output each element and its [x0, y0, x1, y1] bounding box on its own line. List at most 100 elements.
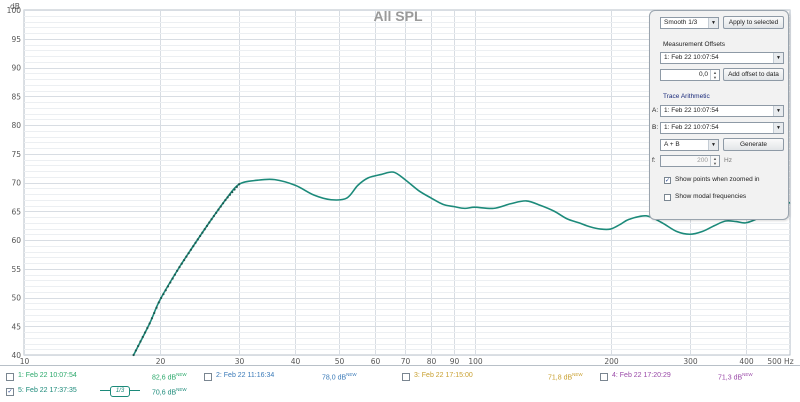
- chevron-down-icon[interactable]: ▼: [708, 140, 718, 150]
- legend-line-right: [130, 390, 140, 391]
- data-point: [189, 248, 193, 251]
- legend-item[interactable]: 2: Feb 22 11:16:34 78,0 dBNEW: [204, 371, 396, 385]
- data-point: [238, 183, 241, 186]
- data-point: [205, 224, 209, 227]
- y-tick-label: 90: [11, 64, 21, 73]
- operation-value: A + B: [664, 141, 680, 148]
- data-point: [134, 349, 137, 352]
- operation-select[interactable]: A + B ▼: [660, 139, 719, 151]
- data-point: [199, 234, 202, 238]
- show-modal-label[interactable]: Show modal frequencies: [675, 193, 747, 200]
- spin-arrows-icon[interactable]: ▲ ▼: [710, 70, 719, 80]
- legend-name: 5: Feb 22 17:37:35: [18, 387, 77, 394]
- b-label: B:: [652, 124, 659, 131]
- y-tick-label: 100: [7, 6, 22, 15]
- legend-checkbox[interactable]: ✓: [6, 388, 14, 396]
- x-tick-label: 50: [335, 357, 345, 365]
- legend-checkbox[interactable]: [600, 373, 608, 381]
- legend-item[interactable]: ✓ 5: Feb 22 17:37:35 70,6 dBNEW: [6, 386, 198, 400]
- smoothing-select[interactable]: Smooth 1/3 ▼: [660, 17, 719, 29]
- legend-item[interactable]: 3: Feb 22 17:15:00 71,8 dBNEW: [402, 371, 594, 385]
- y-tick-label: 60: [11, 236, 21, 245]
- data-point: [194, 241, 197, 244]
- x-tick-label: 60: [371, 357, 381, 365]
- data-point: [139, 340, 142, 343]
- x-tick-label: 100: [468, 357, 483, 365]
- data-point: [221, 202, 225, 205]
- legend-item[interactable]: 1: Feb 22 10:07:54 82,6 dBNEW: [6, 371, 198, 385]
- a-label: A:: [652, 107, 659, 114]
- legend-value-sup: NEW: [742, 372, 753, 377]
- data-point: [143, 331, 147, 334]
- trace-b-select[interactable]: 1: Feb 22 10:07:54 ▼: [660, 122, 784, 134]
- legend-name: 3: Feb 22 17:15:00: [414, 372, 473, 379]
- frequency-value: 200: [697, 157, 708, 164]
- data-point: [162, 293, 165, 296]
- y-tick-label: 70: [11, 179, 21, 188]
- data-point: [217, 208, 220, 211]
- show-points-checkbox[interactable]: ✓: [664, 177, 671, 184]
- x-tick-label: 10: [20, 357, 30, 365]
- data-point: [233, 188, 236, 191]
- show-points-label[interactable]: Show points when zoomed in: [675, 176, 760, 183]
- data-point: [182, 259, 186, 262]
- data-point: [187, 252, 190, 255]
- data-point: [157, 301, 160, 304]
- chevron-down-icon[interactable]: ▼: [773, 106, 783, 116]
- data-point: [137, 344, 140, 348]
- y-tick-label: 95: [11, 35, 21, 44]
- data-point: [185, 255, 188, 258]
- spl-trace: [132, 171, 791, 356]
- add-offset-button[interactable]: Add offset to data: [723, 68, 784, 81]
- frequency-input[interactable]: 200 ▲ ▼: [660, 155, 720, 167]
- legend-name: 2: Feb 22 11:16:34: [216, 372, 275, 379]
- legend-name: 1: Feb 22 10:07:54: [18, 372, 77, 379]
- data-point: [155, 306, 158, 309]
- x-tick-label: 80: [427, 357, 437, 365]
- legend-checkbox[interactable]: [402, 373, 410, 381]
- y-unit-label: dB: [10, 2, 20, 11]
- data-point: [150, 317, 154, 320]
- x-tick-label: 40: [291, 357, 301, 365]
- data-point: [180, 262, 183, 265]
- legend-value-sup: NEW: [176, 387, 187, 392]
- chevron-down-icon[interactable]: ▼: [773, 53, 783, 63]
- trace-b-value: 1: Feb 22 10:07:54: [664, 124, 719, 131]
- measurement-offsets-title: Measurement Offsets: [663, 41, 726, 48]
- offset-value-input[interactable]: 0,0 ▲ ▼: [660, 69, 720, 81]
- offset-measurement-select[interactable]: 1: Feb 22 10:07:54 ▼: [660, 52, 784, 64]
- legend-value: 82,6 dBNEW: [152, 372, 187, 382]
- y-tick-label: 50: [11, 294, 21, 303]
- frequency-unit: Hz: [724, 157, 732, 164]
- x-tick-label: 300: [683, 357, 698, 365]
- y-tick-label: 40: [11, 351, 21, 360]
- data-point: [215, 211, 218, 214]
- legend-checkbox[interactable]: [204, 373, 212, 381]
- y-tick-label: 80: [11, 121, 21, 130]
- data-point: [224, 199, 227, 202]
- x-tick-label: 30: [235, 357, 245, 365]
- chart-title: All SPL: [373, 8, 422, 24]
- data-point: [203, 228, 206, 231]
- chevron-down-icon[interactable]: ▼: [773, 123, 783, 133]
- legend-item[interactable]: 4: Feb 22 17:20:29 71,3 dBNEW: [600, 371, 792, 385]
- offset-measurement-value: 1: Feb 22 10:07:54: [664, 54, 719, 61]
- legend-value: 71,8 dBNEW: [548, 372, 583, 382]
- legend-checkbox[interactable]: [6, 373, 14, 381]
- y-tick-label: 85: [11, 92, 21, 101]
- data-point: [141, 335, 144, 339]
- legend-value-sup: NEW: [176, 372, 187, 377]
- offset-value: 0,0: [698, 71, 708, 78]
- y-tick-label: 45: [11, 322, 21, 331]
- apply-to-selected-button[interactable]: Apply to selected: [723, 16, 784, 29]
- spin-arrows-icon[interactable]: ▲ ▼: [710, 156, 719, 166]
- trace-a-select[interactable]: 1: Feb 22 10:07:54 ▼: [660, 105, 784, 117]
- chevron-down-icon[interactable]: ▼: [708, 18, 718, 28]
- generate-button[interactable]: Generate: [723, 138, 784, 151]
- show-modal-checkbox[interactable]: [664, 194, 671, 201]
- x-tick-label: 400: [739, 357, 754, 365]
- data-point: [226, 196, 229, 199]
- legend-name: 4: Feb 22 17:20:29: [612, 372, 671, 379]
- legend-line-left: [100, 390, 110, 391]
